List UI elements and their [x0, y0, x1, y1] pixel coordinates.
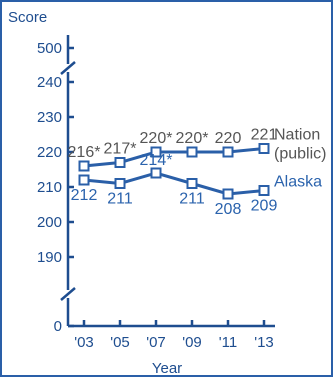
data-label-nation: 220*	[176, 130, 209, 147]
data-point-alaska	[222, 188, 234, 200]
y-axis	[60, 35, 275, 328]
data-point-nation	[186, 146, 198, 158]
series-line-alaska	[83, 171, 265, 196]
y-tick-zero-label: 0	[54, 318, 62, 335]
series-name-alaska: Alaska	[274, 174, 322, 191]
data-label-alaska: 208	[215, 201, 242, 218]
x-tick-label: '05	[110, 334, 130, 351]
data-label-alaska: 211	[179, 191, 205, 208]
data-point-alaska	[150, 167, 162, 179]
y-tick-label: 240	[37, 74, 62, 91]
data-label-alaska: 209	[251, 198, 278, 215]
data-label-alaska: 212	[71, 187, 98, 204]
data-point-alaska	[258, 185, 270, 196]
y-tick-label: 190	[37, 249, 62, 266]
x-ticks: '03 '05 '07 '09 '11 '13	[74, 320, 274, 351]
data-label-alaska: 214*	[140, 152, 173, 169]
y-ticks: 500 190 200 210 220 230 240 0	[37, 40, 74, 335]
x-tick-label: '11	[219, 334, 237, 351]
series-names: Nation (public) Alaska	[274, 127, 326, 191]
data-label-nation: 217*	[104, 141, 137, 158]
x-tick-label: '07	[146, 334, 166, 351]
y-tick-top-label: 500	[37, 40, 62, 57]
axis-break-mark-lower	[60, 287, 76, 301]
data-point-nation	[150, 146, 162, 158]
data-label-nation: 220*	[140, 130, 173, 147]
series-layer	[78, 143, 270, 200]
data-point-alaska	[186, 178, 198, 189]
data-point-alaska	[114, 178, 126, 189]
y-tick-label: 220	[37, 144, 62, 161]
y-tick-label: 200	[37, 214, 62, 231]
data-point-alaska	[78, 174, 90, 186]
series-line-nation	[83, 147, 265, 168]
series-name-nation-sub: (public)	[274, 146, 326, 163]
data-label-nation: 216*	[68, 144, 101, 161]
x-tick-label: '13	[254, 334, 274, 351]
x-tick-label: '03	[74, 334, 94, 351]
y-axis-title: Score	[8, 9, 47, 26]
y-tick-label: 210	[37, 179, 62, 196]
x-axis-title: Year	[152, 360, 182, 377]
axis-break-mark-upper	[60, 61, 76, 75]
y-tick-label: 230	[37, 109, 62, 126]
data-point-nation	[114, 157, 126, 168]
data-point-nation	[222, 146, 234, 158]
series-name-nation: Nation	[274, 127, 320, 144]
data-label-alaska: 211	[107, 191, 133, 208]
data-label-nation: 220	[215, 130, 242, 147]
data-label-nation: 221	[251, 127, 278, 144]
data-point-nation	[78, 160, 90, 172]
data-point-nation	[258, 143, 270, 154]
x-tick-label: '09	[182, 334, 202, 351]
